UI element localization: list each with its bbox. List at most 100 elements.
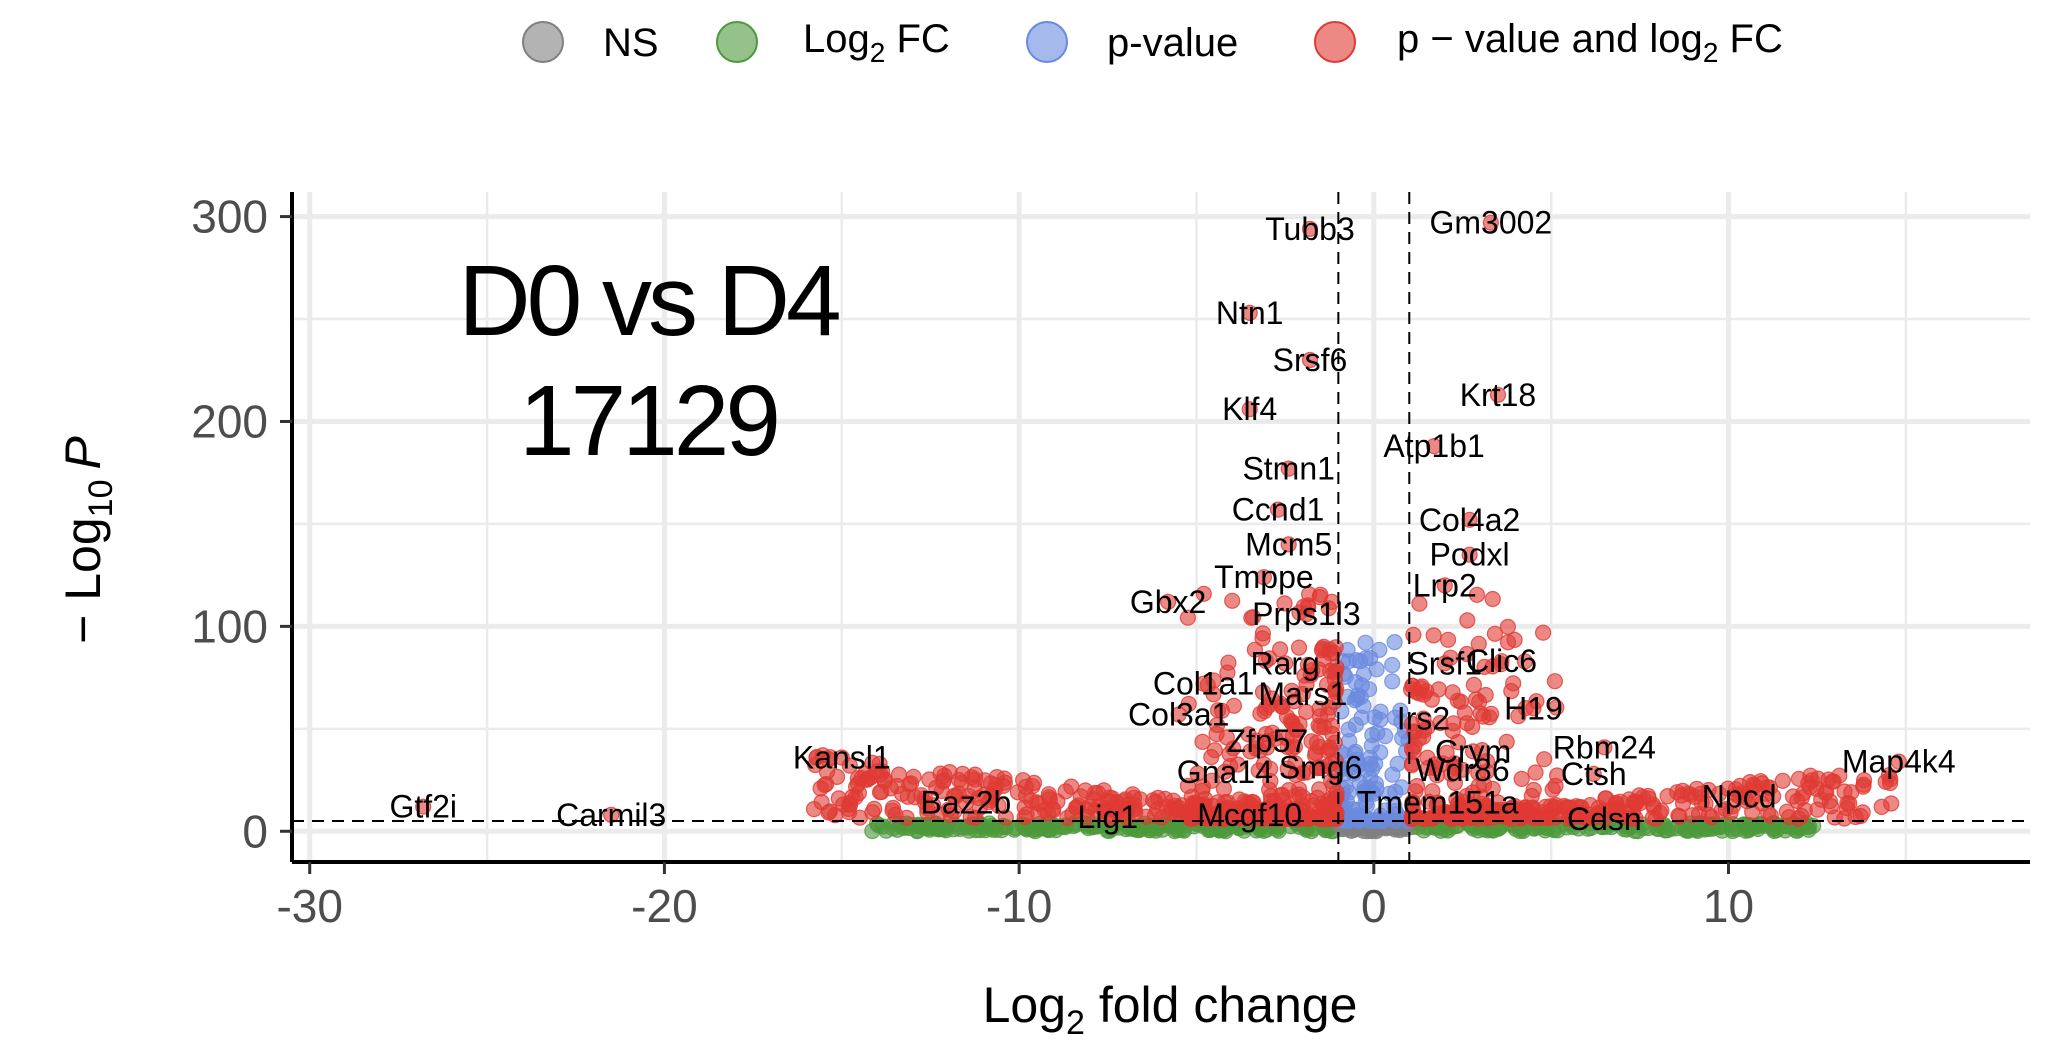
data-point (1271, 641, 1289, 658)
gene-label: Rbm24 (1553, 729, 1656, 765)
data-point (1269, 501, 1287, 518)
data-point (1461, 511, 1478, 528)
data-point (1314, 640, 1331, 657)
data-point (936, 767, 953, 784)
data-point (1254, 630, 1271, 647)
gene-label: Gtf2i (389, 789, 457, 825)
data-point (1415, 710, 1432, 727)
x-tick-label: -20 (631, 880, 697, 932)
data-point (986, 781, 1004, 798)
data-point (812, 780, 829, 797)
gene-label: Ccnd1 (1232, 492, 1325, 528)
data-point (1446, 774, 1464, 792)
data-point (1489, 386, 1507, 403)
y-tick-label: 0 (242, 805, 268, 857)
data-point (1780, 809, 1798, 826)
data-point (1209, 702, 1227, 719)
data-point (882, 780, 899, 797)
data-point (1371, 641, 1388, 659)
data-point (1470, 635, 1487, 652)
x-title-rest: fold change (1085, 977, 1357, 1033)
data-point (1534, 624, 1552, 641)
data-point (864, 804, 881, 821)
data-point (1476, 658, 1493, 676)
data-point (1049, 793, 1066, 810)
data-point (990, 797, 1007, 814)
data-point (1170, 706, 1187, 723)
data-point (1608, 803, 1625, 820)
data-point (1040, 822, 1057, 839)
data-point (1099, 808, 1116, 826)
gene-label: Wdr86 (1415, 752, 1509, 788)
legend-label-pvalue: p-value (1107, 21, 1238, 65)
data-point (1366, 709, 1383, 726)
x-tick-label: -30 (276, 880, 342, 932)
data-point (1839, 795, 1856, 812)
gene-labels: Tubb3 Gm3002 Ntn1 Srsf6 Krt18 Klf4 Atp1b1 Stmn1… (389, 205, 1955, 837)
data-point (1516, 803, 1533, 820)
data-point (1345, 811, 1363, 828)
data-point (1246, 641, 1264, 658)
gene-label: Col3a1 (1128, 696, 1229, 732)
data-point (1468, 586, 1486, 603)
data-point (1016, 808, 1033, 826)
data-point (1527, 764, 1544, 781)
gridlines (292, 192, 2030, 862)
data-point (887, 806, 904, 823)
gene-label: Tmppe (1214, 559, 1314, 595)
gene-label: Lig1 (1078, 799, 1139, 835)
data-point (1596, 810, 1613, 828)
data-point (1459, 612, 1476, 629)
data-point (840, 800, 857, 818)
data-point (1467, 691, 1485, 708)
legend-key-ns (522, 21, 564, 63)
data-point (1429, 794, 1446, 811)
data-point (1224, 592, 1241, 609)
data-point (805, 800, 823, 818)
data-point (1280, 460, 1297, 477)
gene-label: Carmil3 (556, 797, 666, 833)
data-point (1546, 798, 1563, 816)
gene-label: Baz2b (921, 785, 1012, 821)
data-point (1307, 809, 1324, 826)
data-point (1464, 718, 1481, 736)
data-point (1436, 655, 1453, 672)
data-point (1852, 807, 1869, 825)
data-point (1386, 709, 1404, 726)
data-point (1536, 751, 1553, 768)
data-point (1276, 595, 1293, 612)
gene-label: Gbx2 (1130, 584, 1206, 620)
data-point (1408, 777, 1426, 795)
legend: NS Log2 FC p-value p − value and log2 FC (522, 17, 1783, 68)
data-point (1761, 779, 1778, 796)
legend-log2fc-sub: 2 (870, 37, 886, 68)
data-point (1439, 631, 1457, 648)
data-point (1215, 780, 1233, 797)
data-point (1890, 753, 1907, 770)
data-point (830, 790, 847, 807)
gene-label: Npcd (1702, 778, 1777, 814)
gene-label: Crym (1435, 733, 1511, 769)
threshold-lines (292, 192, 2030, 862)
data-point (1624, 810, 1641, 828)
legend-key-pvalue (1026, 21, 1068, 63)
legend-label-ns: NS (603, 21, 659, 65)
data-point (1279, 738, 1296, 756)
gene-label: Gm3002 (1429, 205, 1552, 241)
data-point (1596, 739, 1613, 756)
gene-label: Klf4 (1222, 391, 1277, 427)
data-point (1454, 810, 1471, 828)
legend-key-both (1314, 21, 1356, 63)
data-point (1644, 796, 1662, 813)
data-point (1290, 639, 1308, 656)
data-point (1280, 536, 1297, 553)
data-point (1318, 676, 1336, 693)
data-point (1547, 777, 1564, 795)
data-point (1146, 807, 1164, 824)
data-point (1484, 780, 1501, 798)
data-point (1165, 792, 1182, 809)
data-point (1312, 759, 1329, 776)
data-point (1533, 809, 1550, 827)
data-points (415, 214, 1907, 840)
